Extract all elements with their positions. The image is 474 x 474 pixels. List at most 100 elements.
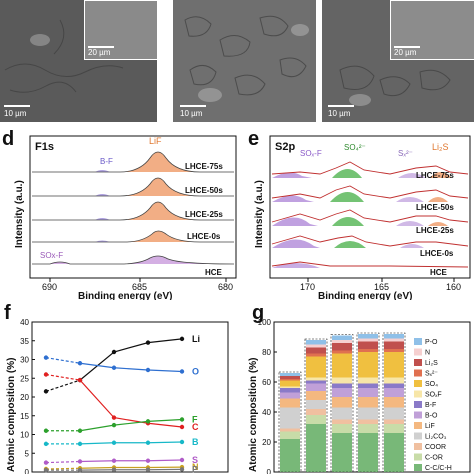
panel-f-frame: [31, 321, 229, 473]
panel-f-point-B-1: [77, 441, 83, 447]
panel-f-point-Li-2: [111, 349, 117, 355]
panel-g-bar-3-segment-11: [358, 338, 378, 342]
panel-g-bars: [278, 332, 406, 473]
panel-g-bar-3-segment-8: [358, 352, 378, 378]
main-scale-label-2: 10 µm: [180, 109, 203, 118]
panel-e-trace-hce: [271, 261, 469, 268]
panel-g-legend-label-0: P-O: [425, 339, 438, 346]
panel-g-ytick-label: 80: [262, 348, 271, 357]
panel-g-bar-0-segment-8: [280, 380, 300, 387]
panel-e-trace-50s: [271, 185, 469, 202]
panel-f-ytick-label: 30: [20, 356, 29, 365]
panel-f-ylabel: Atomic composition (%): [6, 358, 17, 472]
panel-d-xps-plot: F1s LiF B-F SOx-F LHCE-75s LHCE-50s LHCE…: [14, 135, 237, 300]
panel-g-bar-2-outline: [330, 334, 354, 473]
panel-g-yticks: 0 20 40 60 80 100: [258, 318, 277, 474]
panel-d-trace-25s: [32, 201, 234, 221]
panel-e-xps-plot: S2p SOₓ-F SO₄²⁻ Sₓ²⁻ Li₂S LHCE-75s LHCE-…: [254, 135, 471, 300]
panel-f-point-P-4: [179, 467, 185, 472]
panel-e-frame: [269, 135, 471, 279]
panel-e-trace-25s: [271, 209, 469, 226]
sem-inset-3: [390, 0, 474, 60]
panel-g-bar-4-segment-11: [384, 338, 404, 342]
panel-d-trace-75s: [32, 151, 234, 173]
panel-g-legend-label-5: SOₓF: [425, 392, 442, 399]
panel-d-label-0s: LHCE-0s: [187, 232, 221, 241]
panel-g-bar-4-segment-10: [384, 341, 404, 349]
panel-g-bar-1-segment-4: [306, 391, 326, 400]
panel-f-point-O-3: [145, 367, 151, 373]
panel-g-legend-swatch-5: [414, 390, 422, 398]
panel-d-label-25s: LHCE-25s: [185, 210, 223, 219]
panel-e-sof-label: SOₓ-F: [300, 149, 322, 158]
panel-g-bar-2-segment-5: [332, 388, 352, 397]
panel-g-bar-2-segment-3: [332, 407, 352, 420]
panel-g-legend-label-1: N: [425, 350, 430, 357]
panel-g-legend-swatch-4: [414, 380, 422, 387]
panel-e-trace-75s: [271, 161, 469, 178]
panel-f-point-F-0: [43, 428, 49, 433]
panel-e-label-75s: LHCE-75s: [416, 171, 454, 180]
panel-e-xtick-1: 165: [374, 282, 389, 292]
panel-g-bar-0-segment-12: [280, 373, 300, 376]
panel-g-legend-label-9: Li₂CO₃: [425, 434, 447, 441]
sem-texture: [4, 15, 451, 106]
panel-f-series-label-P: P: [192, 464, 198, 474]
panel-f-series-O-dashed-segment: [45, 357, 81, 364]
panel-f-series: [43, 336, 185, 473]
panel-f-ytick-label: 5: [25, 449, 30, 458]
panel-f-series-C-dashed-segment: [45, 373, 81, 381]
panel-e-li2s-label: Li₂S: [432, 142, 449, 152]
panel-g-bar-4-segment-8: [384, 352, 404, 378]
panel-g-bar-4-segment-0: [384, 433, 404, 472]
panel-g-bar-1-segment-5: [306, 383, 326, 391]
panel-g-bar-2-segment-6: [332, 383, 352, 388]
main-scale-label-1: 10 µm: [4, 109, 27, 118]
panel-f-point-F-4: [179, 417, 185, 422]
panel-g-bar-3-segment-5: [358, 388, 378, 397]
panel-letter-e: e: [248, 128, 260, 150]
panel-f-yticks: 0 5 10 15 20 25 30 35 40: [20, 318, 35, 474]
panel-g-legend-swatch-10: [414, 443, 422, 450]
main-scalebar-3: [328, 105, 354, 107]
panel-f-point-Li-4: [179, 336, 185, 342]
panel-g-legend: P-O N Li₂S Sₓ²⁻ SO₄ SOₓF B-F B-O LiF Li₂CO₃ COOR C-…: [414, 338, 452, 472]
panel-f-series-S-dashed-segment: [45, 460, 81, 464]
panel-f-series-label-B: B: [192, 437, 199, 447]
panel-g-bar-2-segment-2: [332, 419, 352, 424]
panel-g-legend-swatch-2: [414, 359, 422, 366]
panel-f-point-P-2: [111, 467, 117, 472]
panel-g-legend-swatch-6: [414, 401, 422, 408]
panel-f-point-S-0: [43, 460, 49, 465]
panel-f-point-S-2: [111, 458, 117, 463]
main-scale-label-3: 10 µm: [328, 109, 351, 118]
panel-d-trace-0s: [32, 230, 234, 243]
panel-letter-g: g: [252, 302, 265, 324]
panel-g-bar-4-segment-5: [384, 388, 404, 397]
panel-f-series-F-line: [79, 418, 183, 432]
panel-f-point-Li-3: [145, 340, 151, 345]
panel-f-point-F-3: [145, 419, 151, 424]
panel-f-ytick-label: 0: [25, 468, 30, 474]
panel-f-point-F-1: [77, 428, 83, 433]
panel-e-xlabel: Binding energy (eV): [318, 291, 412, 300]
panel-e-ylabel: Intensity (a.u.): [254, 180, 265, 248]
panel-f-series-B-line: [79, 441, 183, 445]
panel-f-point-B-2: [111, 440, 117, 445]
panel-g-bar-3-outline: [356, 332, 380, 473]
panel-g-bar-3-segment-1: [358, 424, 378, 433]
panel-f-point-O-1: [77, 361, 83, 366]
panel-g-ytick-label: 0: [267, 468, 272, 474]
panel-d-frame: [29, 135, 237, 279]
panel-g-bar-4-segment-12: [384, 334, 404, 339]
panel-g-legend-label-10: COOR: [425, 444, 446, 451]
panel-g-bar-3-segment-12: [358, 334, 378, 339]
panel-g-bar-0-segment-2: [280, 428, 300, 432]
panel-f-series-label-C: C: [192, 422, 199, 432]
panel-g-bar-1-segment-7: [306, 377, 326, 381]
panel-g-ytick-label: 40: [262, 408, 271, 417]
panel-f-point-O-4: [179, 369, 185, 374]
inset-scale-label-1: 20 µm: [88, 48, 111, 57]
panel-g-ylabel: Atomic composition (%): [248, 358, 259, 472]
panel-e-label-50s: LHCE-50s: [416, 203, 454, 212]
